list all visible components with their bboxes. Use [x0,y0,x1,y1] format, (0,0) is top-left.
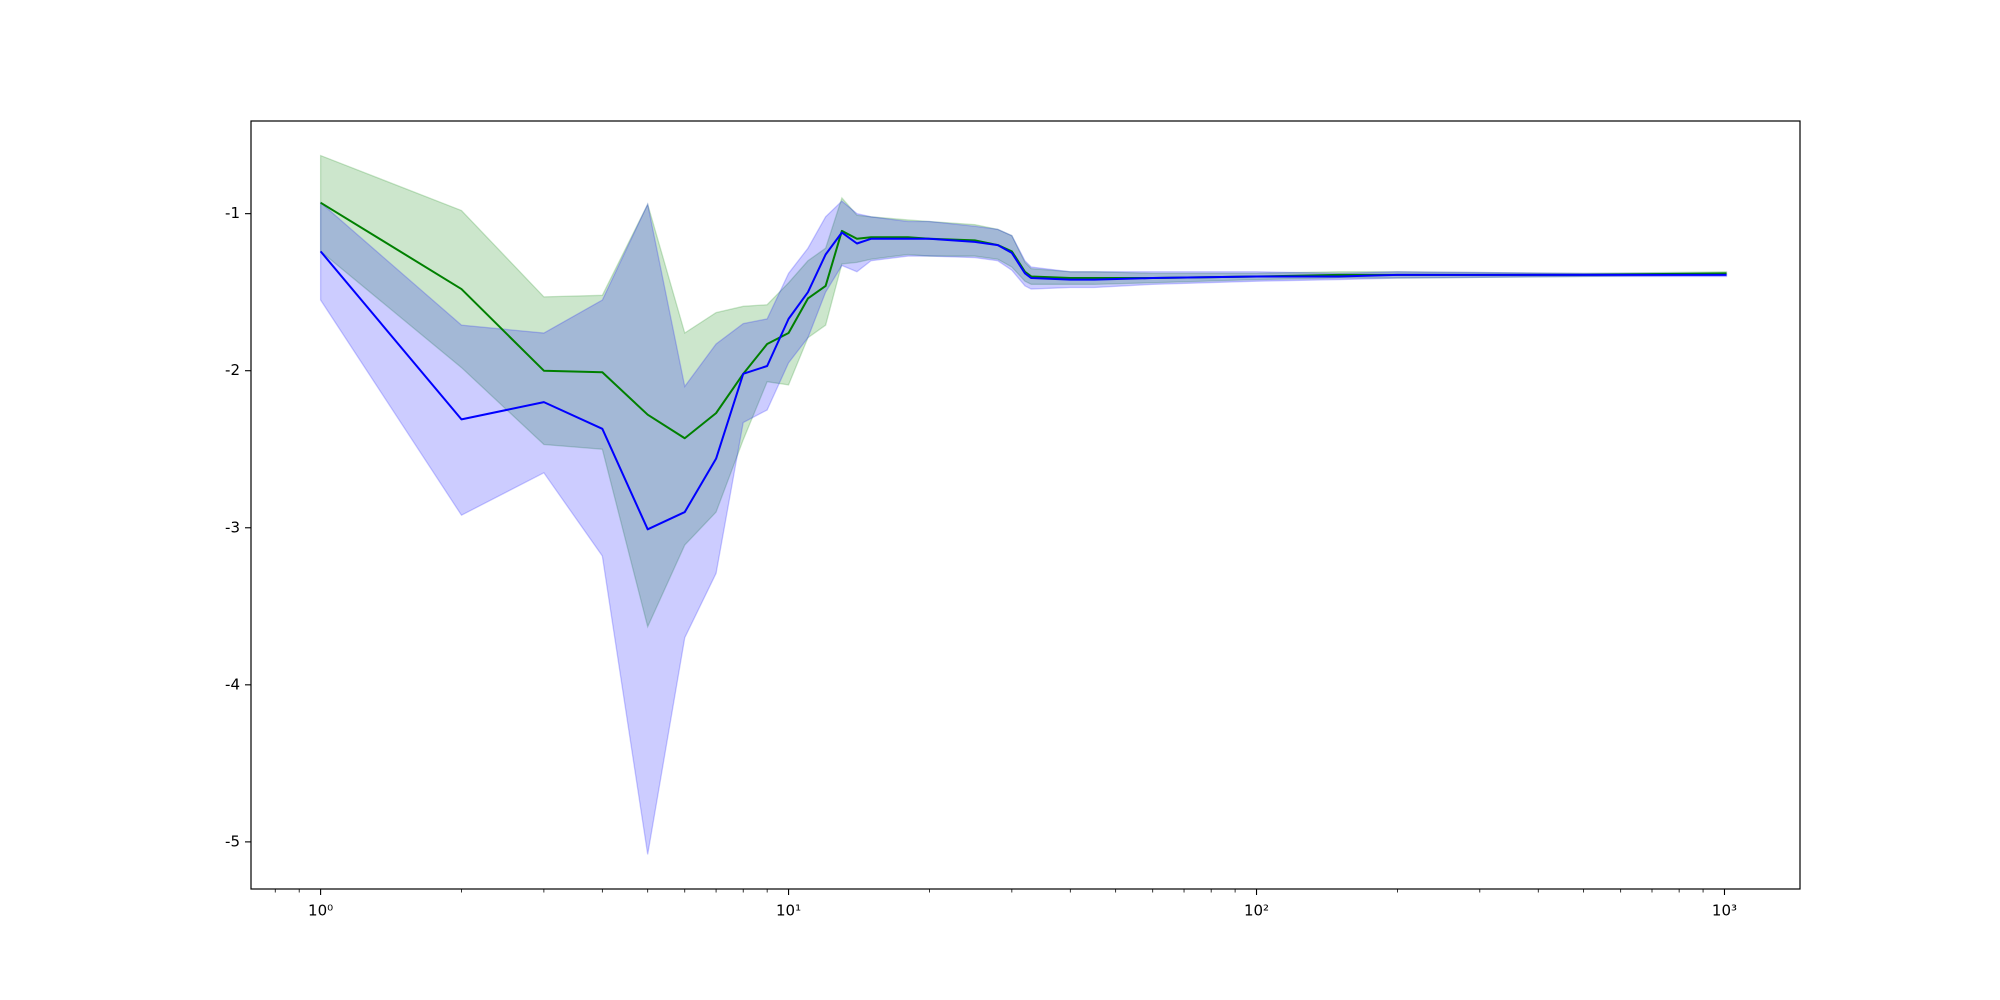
plot-frame [250,120,1801,890]
y-tick-label: -2 [225,361,240,379]
y-tick-label: -5 [225,832,240,850]
band [319,200,1728,855]
x-tick-label: 10³ [1712,902,1737,920]
y-tick-label: -1 [225,204,240,222]
x-tick-label: 10⁰ [308,902,333,920]
y-tick-label: -4 [225,675,240,693]
x-tick-label: 10² [1244,902,1269,920]
y-tick-label: -3 [225,518,240,536]
x-tick-label: 10¹ [776,902,801,920]
line [319,231,1727,531]
